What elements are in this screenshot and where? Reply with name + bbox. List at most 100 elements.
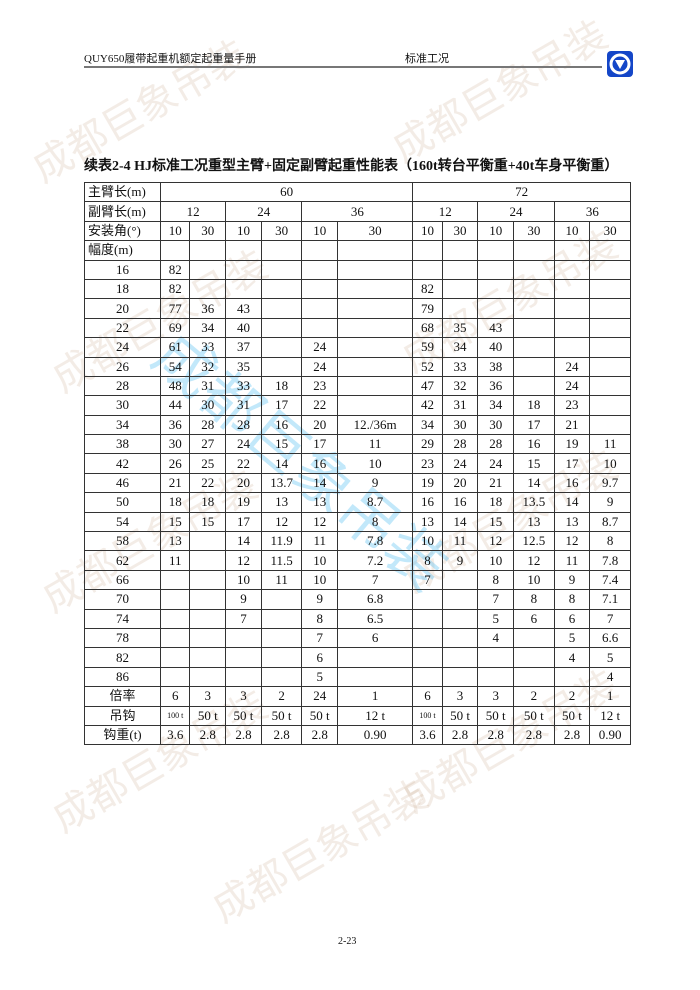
table-cell (553, 298, 591, 319)
table-cell: 14 (513, 472, 555, 494)
table-cell: 28 (189, 414, 227, 436)
table-cell: 20 (301, 414, 339, 436)
table-cell: 2 (513, 686, 555, 707)
table-cell (225, 240, 262, 261)
table-cell: 78 (84, 627, 161, 649)
table-cell: 18 (159, 492, 191, 513)
table-cell: 30 (84, 395, 161, 416)
table-cell: 8 (553, 589, 591, 610)
table-cell (189, 550, 227, 571)
table-cell (189, 259, 227, 280)
table-cell (589, 259, 631, 280)
table-cell: 13 (553, 511, 591, 533)
table-cell: 16 (301, 453, 339, 474)
table-cell: 43 (477, 317, 515, 339)
table-cell: 34 (441, 337, 479, 358)
table-row: 30 44 30 31 17 22 42 31 34 18 23 (84, 395, 631, 416)
table-cell: 6 (159, 686, 191, 707)
watermark-text: 成都巨象吊装 (384, 12, 615, 172)
table-cell: 19 (225, 492, 262, 513)
table-cell: 7 (337, 569, 414, 591)
table-cell (337, 259, 414, 280)
table-cell (337, 395, 414, 416)
header-divider (84, 66, 602, 68)
table-cell: 82 (159, 278, 191, 300)
table-cell (260, 666, 303, 688)
table-cell: 32 (189, 356, 227, 377)
table-cell (589, 375, 631, 397)
table-cell: 10 (301, 569, 339, 591)
table-cell: 14 (301, 472, 339, 494)
table-cell (412, 666, 443, 688)
table-cell: 2.8 (260, 724, 303, 746)
table-cell: 58 (84, 531, 161, 552)
table-cell: 安装角(°) (84, 220, 161, 242)
table-cell (189, 240, 227, 261)
table-cell: 7.4 (589, 569, 631, 591)
table-cell: 17 (301, 434, 339, 455)
table-cell: 42 (84, 453, 161, 474)
table-cell: 69 (159, 317, 191, 339)
table-cell: 34 (412, 414, 443, 436)
table-cell: 7 (477, 589, 515, 610)
table-cell: 68 (412, 317, 443, 339)
table-cell: 30 (189, 395, 227, 416)
table-cell: 6 (513, 608, 555, 629)
table-cell (513, 647, 555, 668)
table-cell: 43 (225, 298, 262, 319)
table-cell (159, 569, 191, 591)
table-cell: 24 (225, 434, 262, 455)
table-cell (441, 298, 479, 319)
table-cell (513, 240, 555, 261)
table-cell (441, 589, 479, 610)
table-cell: 59 (412, 337, 443, 358)
table-cell: 10 (337, 453, 414, 474)
table-cell: 50 t (513, 705, 555, 726)
table-cell: 17 (513, 414, 555, 436)
table-cell: 11.5 (260, 550, 303, 571)
table-cell (589, 337, 631, 358)
table-row: 26 54 32 35 24 52 33 38 24 (84, 356, 631, 377)
table-cell (477, 240, 515, 261)
table-cell (513, 375, 555, 397)
table-cell (513, 317, 555, 339)
table-cell: 8 (301, 608, 339, 629)
table-cell (513, 627, 555, 649)
table-cell: 46 (84, 472, 161, 494)
table-cell: 33 (189, 337, 227, 358)
table-cell: 19 (553, 434, 591, 455)
table-cell: 2.8 (513, 724, 555, 746)
main-boom-row: 主臂长(m) 60 72 (84, 181, 631, 203)
table-cell (337, 375, 414, 397)
table-cell: 16 (84, 259, 161, 280)
table-cell: 5 (477, 608, 515, 629)
table-cell (260, 240, 303, 261)
table-cell: 34 (189, 317, 227, 339)
table-cell: 61 (159, 337, 191, 358)
table-cell: 14 (225, 531, 262, 552)
table-row: 74 7 8 6.5 5 6 6 7 (84, 608, 631, 629)
table-cell (553, 317, 591, 339)
table-cell: 倍率 (84, 686, 161, 707)
table-cell: 50 t (260, 705, 303, 726)
table-cell: 4 (553, 647, 591, 668)
table-cell: 20 (84, 298, 161, 319)
table-cell: 3 (225, 686, 262, 707)
table-cell: 14 (260, 453, 303, 474)
table-row: 24 61 33 37 24 59 34 40 (84, 337, 631, 358)
table-cell: 2.8 (225, 724, 262, 746)
table-cell: 9.7 (589, 472, 631, 494)
table-cell: 24 (553, 356, 591, 377)
table-cell: 6.6 (589, 627, 631, 649)
table-row: 82 6 4 5 (84, 647, 631, 668)
table-cell: 8 (477, 569, 515, 591)
table-cell (189, 647, 227, 668)
table-cell (513, 259, 555, 280)
table-cell (589, 298, 631, 319)
table-row: 20 77 36 43 79 (84, 298, 631, 319)
table-cell (553, 259, 591, 280)
table-cell (159, 608, 191, 629)
table-cell: 16 (553, 472, 591, 494)
table-cell (513, 298, 555, 319)
table-cell (189, 569, 227, 591)
